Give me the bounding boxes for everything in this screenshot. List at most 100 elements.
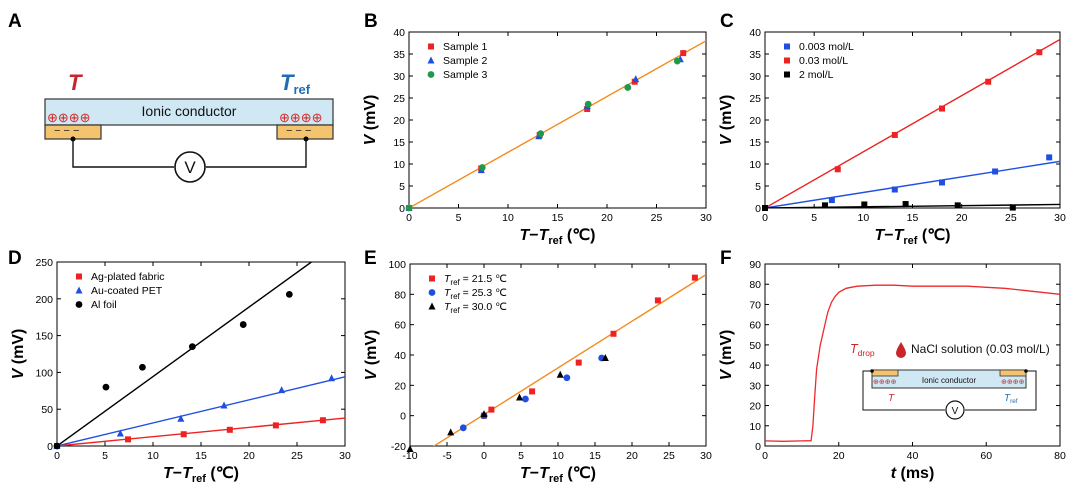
x-tick-label-c: 30 (1054, 212, 1066, 224)
x-axis-label-main: T (874, 227, 885, 244)
ionic-conductor-bar (44, 98, 334, 126)
voltmeter-icon (174, 151, 206, 183)
y-tick-label-c: 25 (749, 93, 761, 105)
data-point-d-s2 (102, 383, 110, 391)
x-axis-label-e: T−Tref (℃) (520, 465, 596, 485)
x-tick-label-f: 80 (1054, 450, 1066, 462)
y-tick-label-b: 0 (399, 203, 405, 215)
x-tick-label-c: 20 (956, 212, 968, 224)
y-tick-label-e: -20 (391, 441, 406, 453)
y-tick-label-f: 90 (749, 259, 761, 271)
y-axis-label-main: V (718, 133, 735, 145)
data-point-e-s1 (563, 374, 571, 382)
schematic-a: T Tref Ionic conductor ⊕⊕⊕⊕ ⊕⊕⊕⊕ − − − −… (44, 70, 334, 183)
x-tick-label-e: -5 (442, 450, 451, 462)
y-tick-label-b: 30 (393, 71, 405, 83)
y-tick-label-f: 40 (749, 360, 761, 372)
y-axis-label-unit: (mV) (363, 330, 380, 370)
data-point-e-s0 (488, 406, 495, 413)
data-point-b-s2 (624, 84, 632, 91)
legend-marker-c (784, 43, 790, 50)
x-tick-label-e: -10 (402, 450, 417, 462)
x-axis-label-unit: (ms) (896, 465, 934, 482)
data-point-b-s0 (680, 50, 687, 57)
right-plus-charges: ⊕⊕⊕⊕ (279, 110, 323, 125)
legend-label-e: Tref = 25.3 ℃ (444, 287, 507, 301)
data-point-e-s2 (406, 445, 414, 453)
chart-d: 0 5 10 15 20 25 30 0 50 100 150 200 250 T−Tref (℃) V (… (10, 257, 351, 485)
x-tick-label-d: 15 (195, 450, 207, 462)
x-axis-label-mid: − (884, 227, 893, 244)
x-tick-label-d: 10 (147, 450, 159, 462)
fit-line-d (57, 262, 312, 446)
x-axis-label-mid: − (529, 227, 538, 244)
data-point-e-s0 (610, 330, 617, 337)
legend-prefix: T (444, 287, 452, 299)
data-point-c-s2 (861, 201, 868, 208)
x-tick-label-b: 10 (502, 212, 514, 224)
x-axis-label-main: T (520, 465, 531, 482)
y-axis-label-unit: (mV) (718, 95, 735, 135)
legend-sub: ref (450, 306, 460, 315)
y-tick-label-e: 20 (394, 380, 406, 392)
legend-label-e: Tref = 30.0 ℃ (444, 301, 507, 315)
y-tick-label-f: 10 (749, 421, 761, 433)
data-point-e-s2 (480, 410, 488, 418)
data-point-b-s2 (405, 204, 413, 212)
y-axis-label-unit: (mV) (718, 330, 735, 370)
y-tick-label-c: 0 (755, 203, 761, 215)
tref-label: Tref (280, 70, 311, 97)
data-point-b-s2 (673, 57, 681, 65)
legend-marker-c (784, 71, 790, 78)
legend-label-c: 0.03 mol/L (799, 55, 848, 67)
data-point-b-s2 (478, 164, 486, 171)
x-tick-label-b: 0 (406, 212, 412, 224)
y-tick-label-c: 15 (749, 137, 761, 149)
legend-sub: ref (450, 278, 460, 287)
inset-wire (862, 370, 1037, 411)
data-point-c-s2 (821, 202, 828, 209)
inset-t-label: T (888, 393, 895, 404)
legend-marker-d (75, 301, 83, 308)
plot-area-b (409, 40, 706, 208)
panel-letter-e: E (364, 248, 377, 269)
x-tick-label-e: 20 (626, 450, 638, 462)
x-tick-label-c: 15 (907, 212, 919, 224)
legend-label-d: Al foil (91, 299, 117, 311)
panel-letter-c: C (720, 11, 734, 32)
y-tick-label-e: 60 (394, 320, 406, 332)
data-point-c-s1 (939, 105, 945, 112)
inset-right-plus: ⊕⊕⊕⊕ (1001, 379, 1025, 386)
data-point-d-s2 (139, 363, 146, 371)
y-tick-label-c: 5 (755, 181, 761, 193)
data-point-d-s1 (220, 401, 228, 409)
panel-letter-b: B (364, 11, 378, 32)
legend-label-c: 0.003 mol/L (799, 41, 854, 53)
data-point-c-s0 (1046, 154, 1053, 161)
legend-prefix: T (444, 301, 452, 313)
x-axis-label-unit: (℃) (917, 227, 950, 244)
y-axis-label-main: V (362, 133, 379, 145)
y-axis-label-b: V (mV) (362, 95, 379, 146)
x-axis-label-mid: − (173, 465, 182, 482)
data-point-e-s2 (601, 354, 609, 362)
y-tick-label-e: 0 (400, 411, 406, 423)
y-axis-label-c: V (mV) (718, 95, 735, 146)
x-tick-label-c: 5 (811, 212, 817, 224)
x-tick-label-d: 20 (243, 450, 255, 462)
data-point-d-s2 (285, 290, 293, 298)
data-point-d-s0 (125, 436, 132, 443)
fit-line-d (57, 376, 345, 446)
legend-marker-e (428, 302, 436, 310)
panel-letter-f: F (720, 248, 732, 269)
y-tick-label-b: 15 (393, 137, 405, 149)
data-point-c-s2 (954, 202, 961, 209)
legend-value: = 21.5 ℃ (460, 273, 507, 285)
y-tick-label-f: 70 (749, 299, 761, 311)
plot-area-d (57, 262, 345, 446)
legend-prefix: T (444, 273, 452, 285)
y-tick-label-f: 20 (749, 401, 761, 413)
y-axis-label-unit: (mV) (362, 95, 379, 135)
x-tick-label-c: 0 (762, 212, 768, 224)
